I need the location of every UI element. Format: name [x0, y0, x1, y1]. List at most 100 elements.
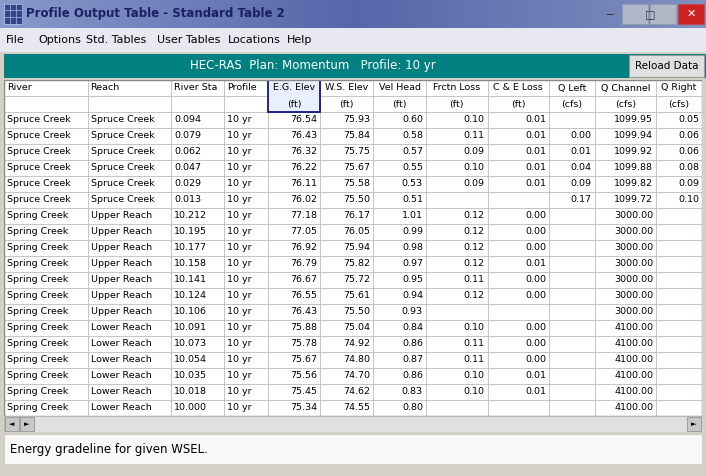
Text: 1099.82: 1099.82: [614, 179, 653, 188]
Bar: [171, 192, 224, 208]
Bar: [657, 192, 702, 208]
Text: 0.11: 0.11: [464, 276, 484, 285]
Bar: [171, 160, 224, 176]
Bar: [549, 400, 594, 416]
Text: Upper Reach: Upper Reach: [90, 291, 152, 300]
Bar: [594, 256, 657, 272]
Bar: [488, 176, 549, 192]
Bar: [373, 160, 426, 176]
Bar: [4, 80, 88, 96]
Text: 3000.00: 3000.00: [614, 244, 653, 252]
Bar: [224, 144, 268, 160]
Bar: [549, 80, 594, 96]
Text: 10 yr: 10 yr: [227, 148, 251, 157]
Text: 0.97: 0.97: [402, 259, 423, 268]
Text: 0.08: 0.08: [678, 163, 699, 172]
Text: Spruce Creek: Spruce Creek: [90, 148, 155, 157]
Text: 0.01: 0.01: [525, 131, 546, 140]
Text: 0.80: 0.80: [402, 404, 423, 413]
Bar: [373, 304, 426, 320]
Bar: [171, 384, 224, 400]
Text: 76.67: 76.67: [290, 276, 318, 285]
Text: (ft): (ft): [287, 99, 301, 109]
Text: 0.83: 0.83: [402, 387, 423, 397]
Text: E.G. Elev: E.G. Elev: [273, 83, 315, 92]
Bar: [488, 384, 549, 400]
Text: 75.67: 75.67: [290, 356, 318, 365]
Text: 77.18: 77.18: [290, 211, 318, 220]
Text: 4100.00: 4100.00: [614, 371, 653, 380]
Bar: [488, 192, 549, 208]
Bar: [268, 224, 321, 240]
Text: 0.11: 0.11: [464, 339, 484, 348]
Bar: [594, 336, 657, 352]
Bar: [88, 96, 171, 112]
Text: 0.00: 0.00: [570, 131, 592, 140]
Text: Spring Creek: Spring Creek: [7, 307, 68, 317]
Bar: [488, 160, 549, 176]
Bar: [549, 176, 594, 192]
Text: Spring Creek: Spring Creek: [7, 404, 68, 413]
Text: (cfs): (cfs): [561, 99, 582, 109]
Bar: [224, 240, 268, 256]
Bar: [321, 112, 373, 128]
Bar: [426, 384, 488, 400]
Bar: [20, 417, 34, 431]
Bar: [4, 368, 88, 384]
Text: 10 yr: 10 yr: [227, 291, 251, 300]
Bar: [321, 272, 373, 288]
Text: 10 yr: 10 yr: [227, 259, 251, 268]
Bar: [657, 144, 702, 160]
Bar: [629, 55, 704, 77]
Bar: [426, 352, 488, 368]
Bar: [678, 4, 704, 24]
Bar: [657, 352, 702, 368]
Bar: [224, 304, 268, 320]
Bar: [224, 208, 268, 224]
Text: 10.141: 10.141: [174, 276, 207, 285]
Text: 3000.00: 3000.00: [614, 259, 653, 268]
Bar: [488, 112, 549, 128]
Text: 0.00: 0.00: [525, 244, 546, 252]
Text: Spring Creek: Spring Creek: [7, 228, 68, 237]
Bar: [4, 144, 88, 160]
Text: HEC-RAS  Plan: Momentum   Profile: 10 yr: HEC-RAS Plan: Momentum Profile: 10 yr: [190, 60, 436, 72]
Text: Spruce Creek: Spruce Creek: [7, 196, 71, 205]
Bar: [373, 144, 426, 160]
Text: 1099.92: 1099.92: [614, 148, 653, 157]
Text: 74.70: 74.70: [343, 371, 370, 380]
Text: W.S. Elev: W.S. Elev: [325, 83, 369, 92]
Text: (ft): (ft): [393, 99, 407, 109]
Text: 3000.00: 3000.00: [614, 276, 653, 285]
Bar: [373, 128, 426, 144]
Bar: [321, 176, 373, 192]
Bar: [268, 256, 321, 272]
Text: 1099.95: 1099.95: [614, 116, 653, 125]
Bar: [5, 417, 19, 431]
Text: Upper Reach: Upper Reach: [90, 276, 152, 285]
Text: (ft): (ft): [511, 99, 525, 109]
Bar: [594, 176, 657, 192]
Bar: [171, 256, 224, 272]
Text: (cfs): (cfs): [669, 99, 690, 109]
Text: 0.58: 0.58: [402, 131, 423, 140]
Bar: [88, 336, 171, 352]
Bar: [657, 96, 702, 112]
Text: Spruce Creek: Spruce Creek: [7, 179, 71, 188]
Bar: [4, 384, 88, 400]
Bar: [4, 272, 88, 288]
Bar: [657, 400, 702, 416]
Text: 0.95: 0.95: [402, 276, 423, 285]
Bar: [321, 192, 373, 208]
Text: 0.00: 0.00: [525, 356, 546, 365]
Bar: [426, 240, 488, 256]
Bar: [488, 320, 549, 336]
Bar: [549, 320, 594, 336]
Bar: [4, 320, 88, 336]
Text: 0.04: 0.04: [570, 163, 592, 172]
Text: 0.01: 0.01: [525, 116, 546, 125]
Text: 0.00: 0.00: [525, 291, 546, 300]
Bar: [594, 240, 657, 256]
Bar: [4, 112, 88, 128]
Text: 10 yr: 10 yr: [227, 356, 251, 365]
